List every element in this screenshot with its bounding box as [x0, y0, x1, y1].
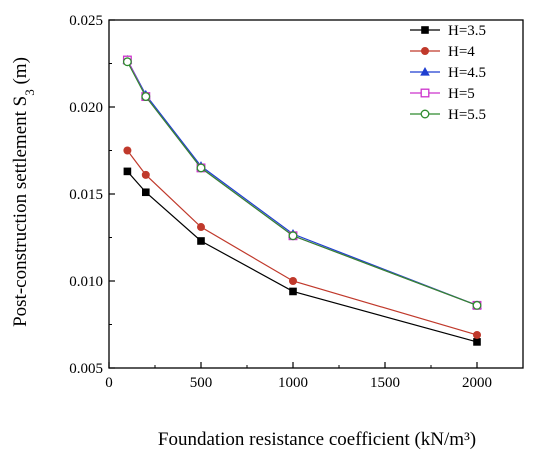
y-tick-label: 0.015: [69, 187, 103, 203]
data-point: [123, 167, 132, 176]
data-point: [196, 163, 206, 173]
legend-marker: [421, 26, 429, 34]
data-point: [123, 146, 132, 155]
series-2: [123, 146, 481, 339]
x-tick-label: 2000: [462, 375, 492, 391]
legend-label: H=5: [448, 86, 475, 102]
legend-label: H=4.5: [448, 65, 486, 81]
y-axis-label: Post-construction settlement S3 (m): [10, 57, 37, 327]
data-point: [289, 287, 297, 296]
data-point: [473, 338, 481, 346]
y-tick-label: 0.020: [69, 100, 103, 116]
series-line: [126, 61, 478, 306]
legend-marker: [421, 47, 429, 55]
y-tick-label: 0.010: [69, 274, 103, 290]
x-axis-label: Foundation resistance coefficient (kN/m³…: [158, 429, 476, 450]
y-tick-label: 0.005: [69, 361, 103, 377]
x-tick-label: 0: [105, 375, 113, 391]
data-point: [288, 231, 298, 241]
legend-marker: [420, 88, 430, 98]
data-point: [197, 223, 205, 232]
data-point: [142, 188, 150, 197]
legend-label: H=4: [448, 44, 475, 60]
data-point: [473, 330, 481, 339]
legend-entry: H=5: [410, 86, 475, 102]
legend-entry: H=4: [410, 44, 475, 60]
series-layer: [122, 55, 482, 346]
data-point: [289, 277, 297, 285]
y-axis-label-subscript: 3: [22, 89, 37, 96]
legend-entry: H=5.5: [410, 107, 486, 123]
series-line: [126, 150, 478, 336]
x-tick-label: 500: [190, 375, 213, 391]
legend: H=3.5 H=4 H=4.5 H=5 H=5.5: [410, 23, 486, 123]
legend-label: H=3.5: [448, 23, 486, 39]
data-point: [472, 300, 482, 310]
x-tick-label: 1000: [278, 375, 308, 391]
data-point: [197, 237, 205, 245]
x-tick-label: 1500: [370, 375, 400, 391]
y-tick-label: 0.025: [69, 13, 103, 29]
legend-entry: H=3.5: [410, 23, 486, 39]
legend-marker: [420, 109, 430, 119]
legend-label: H=5.5: [448, 107, 486, 123]
data-point: [141, 92, 151, 102]
data-point: [122, 57, 132, 67]
legend-marker: [420, 67, 430, 76]
y-axis-label-unit: (m): [10, 57, 31, 89]
axes: 0 500 1000 1500 2000 0.005 0.010 0.015 0.020 0.02…: [69, 13, 524, 391]
legend-entry: H=4.5: [410, 65, 486, 81]
y-axis-label-main: Post-construction settlement S: [10, 96, 31, 327]
series-line: [126, 170, 478, 343]
series-5: [122, 57, 482, 310]
data-point: [141, 170, 150, 179]
series-1: [123, 167, 481, 346]
